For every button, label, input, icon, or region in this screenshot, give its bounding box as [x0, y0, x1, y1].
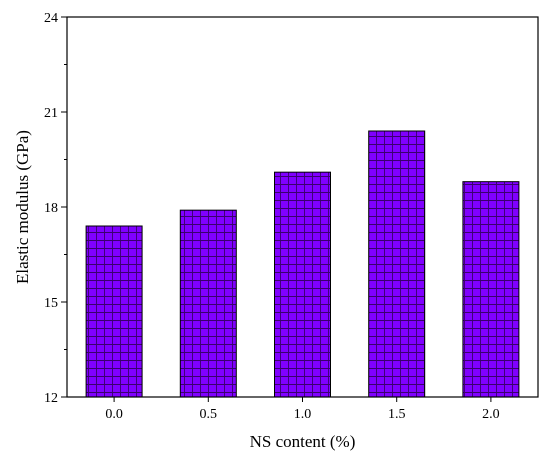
x-tick-label: 0.0 — [105, 407, 123, 422]
y-tick-label: 18 — [44, 201, 58, 216]
x-tick-label: 2.0 — [482, 407, 500, 422]
bar-0.0 — [85, 225, 143, 398]
x-axis-title: NS content (%) — [250, 432, 356, 451]
y-axis-title: Elastic modulus (GPa) — [13, 130, 32, 284]
bar-0.5 — [179, 209, 237, 398]
x-tick-label: 1.0 — [294, 407, 312, 422]
x-tick-label: 1.5 — [388, 407, 406, 422]
x-tick-label: 0.5 — [200, 407, 218, 422]
bar-1.0 — [274, 171, 331, 398]
bars-group — [85, 130, 520, 398]
y-tick-label: 24 — [44, 11, 58, 26]
y-tick-label: 12 — [44, 391, 58, 406]
y-tick-label: 15 — [44, 296, 58, 311]
bar-2.0 — [462, 181, 520, 398]
y-tick-label: 21 — [44, 106, 58, 121]
axes-group: 12 15 18 21 24 0.0 0.5 1.0 1.5 2.0 — [44, 11, 539, 422]
bar-1.5 — [368, 130, 426, 398]
